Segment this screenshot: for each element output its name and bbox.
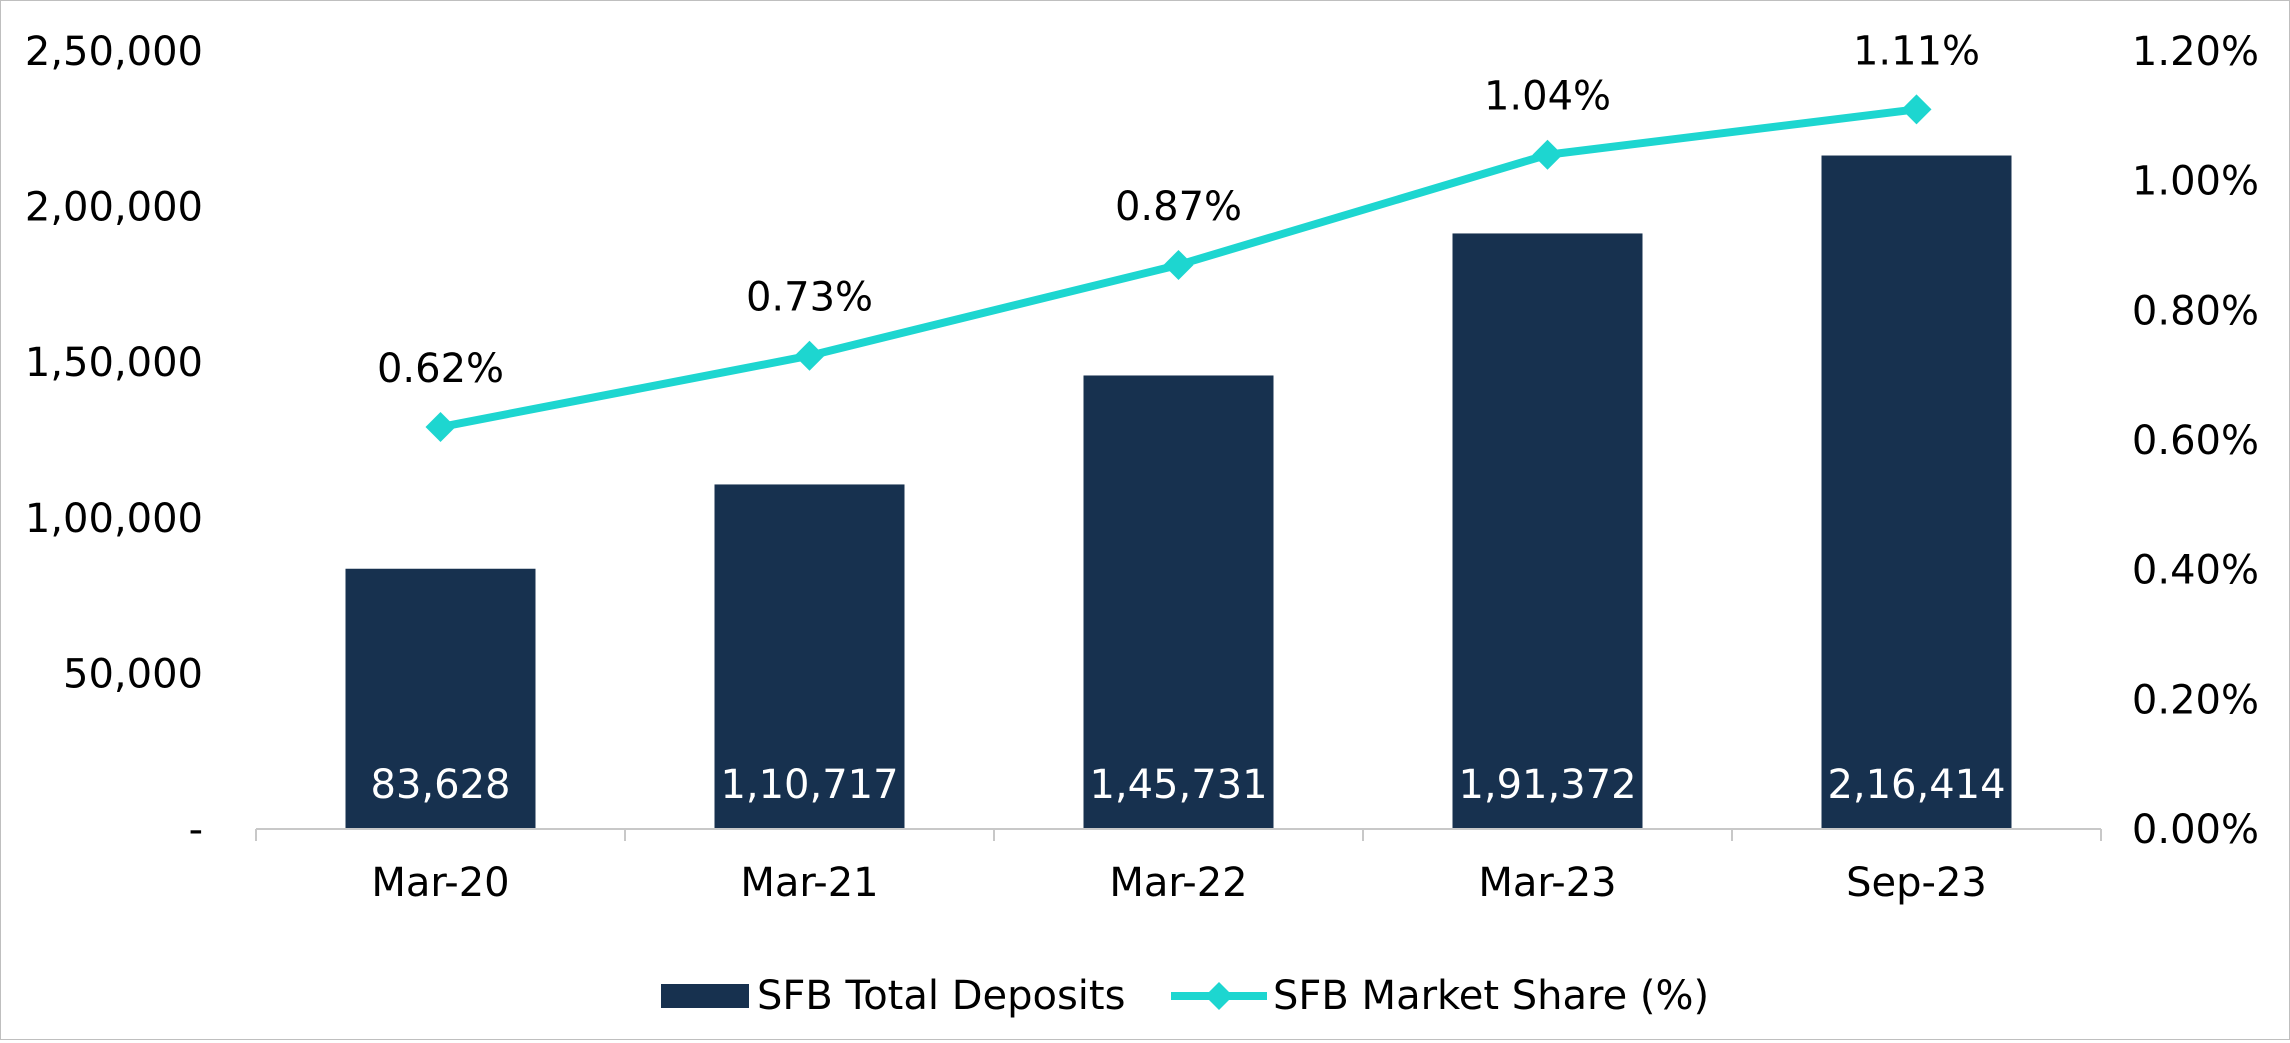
bar-series — [345, 155, 2012, 830]
x-tick-label: Sep-23 — [1846, 860, 1987, 906]
bar-Mar-21 — [714, 484, 905, 829]
market-share-marker — [1901, 94, 1932, 125]
market-share-label: 0.87% — [1115, 184, 1242, 230]
left-y-tick-label: 1,00,000 — [25, 496, 203, 542]
legend-swatch-deposits — [661, 984, 749, 1008]
legend-label-market-share: SFB Market Share (%) — [1273, 973, 1709, 1019]
bar-value-label: 2,16,414 — [1827, 762, 2005, 808]
legend-label-deposits: SFB Total Deposits — [757, 973, 1125, 1019]
bar-Mar-20 — [345, 568, 536, 829]
left-y-tick-label: - — [189, 807, 203, 853]
right-y-tick-label: 1.20% — [2132, 29, 2259, 75]
market-share-label: 1.11% — [1853, 28, 1980, 74]
bar-value-label: 1,91,372 — [1458, 762, 1636, 808]
x-tick-label: Mar-23 — [1478, 860, 1616, 906]
market-share-label: 0.62% — [377, 346, 504, 392]
bar-value-label: 1,10,717 — [720, 762, 898, 808]
x-tick-label: Mar-22 — [1109, 860, 1247, 906]
market-share-label: 1.04% — [1484, 74, 1611, 120]
legend-marker-market-share — [1205, 982, 1233, 1010]
line-series — [425, 94, 1932, 443]
right-y-tick-label: 1.00% — [2132, 159, 2259, 205]
right-y-tick-label: 0.80% — [2132, 288, 2259, 334]
bar-Sep-23 — [1821, 155, 2012, 829]
right-y-tick-label: 0.60% — [2132, 418, 2259, 464]
bar-Mar-22 — [1083, 375, 1274, 829]
left-y-tick-label: 50,000 — [63, 651, 203, 697]
x-tick-label: Mar-20 — [371, 860, 509, 906]
market-share-marker — [425, 412, 456, 443]
market-share-marker — [1163, 249, 1194, 280]
right-y-tick-label: 0.40% — [2132, 548, 2259, 594]
legend: SFB Total Deposits SFB Market Share (%) — [661, 973, 1709, 1019]
axes: Mar-20 Mar-21 Mar-22 Mar-23 Sep-23 - 50,000 1,0… — [25, 29, 2259, 906]
market-share-marker — [794, 340, 825, 371]
left-y-tick-label: 2,00,000 — [25, 185, 203, 231]
bar-value-label: 1,45,731 — [1089, 762, 1267, 808]
bar-value-label: 83,628 — [371, 762, 511, 808]
bar-Mar-23 — [1452, 233, 1643, 830]
market-share-marker — [1532, 139, 1563, 170]
data-labels: 83,628 1,10,717 1,45,731 1,91,372 2,16,414 0.… — [371, 28, 2006, 808]
left-y-tick-label: 1,50,000 — [25, 340, 203, 386]
x-tick-label: Mar-21 — [740, 860, 878, 906]
right-y-tick-label: 0.20% — [2132, 677, 2259, 723]
right-y-tick-label: 0.00% — [2132, 807, 2259, 853]
left-y-tick-label: 2,50,000 — [25, 29, 203, 75]
market-share-label: 0.73% — [746, 275, 873, 321]
